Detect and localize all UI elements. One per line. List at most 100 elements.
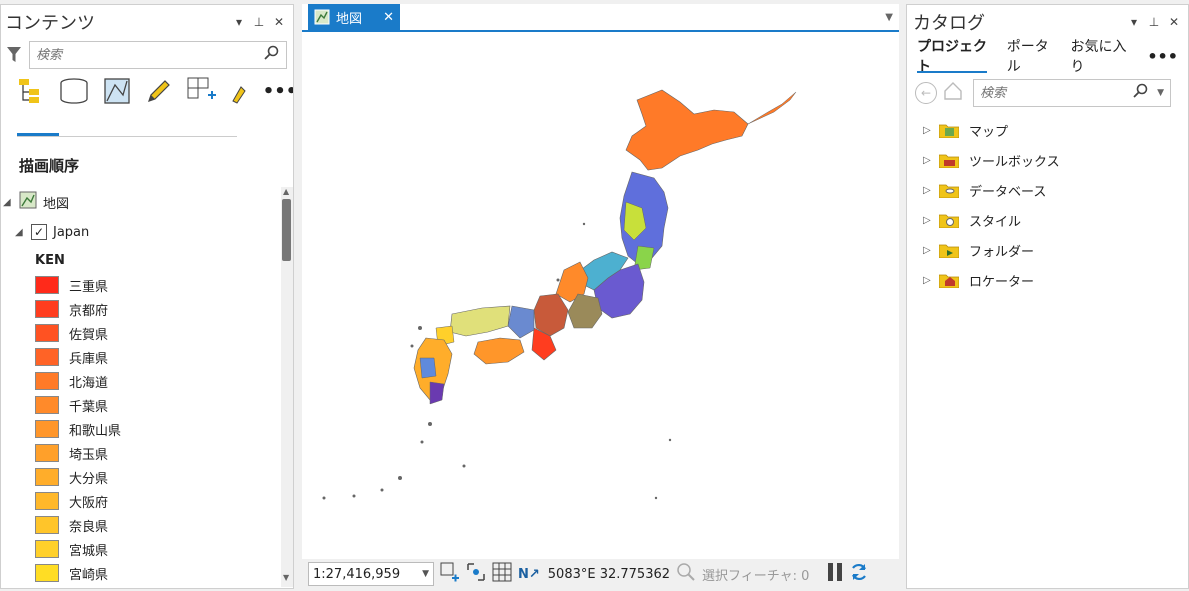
scroll-thumb[interactable] (282, 199, 291, 261)
filter-icon[interactable] (5, 47, 23, 63)
pin-icon[interactable]: ⊥ (1148, 15, 1160, 29)
legend-item[interactable]: 三重県 (1, 273, 281, 297)
legend-swatch[interactable] (35, 348, 59, 366)
close-icon[interactable]: ✕ (273, 15, 285, 29)
tab-favorites[interactable]: お気に入り (1070, 39, 1127, 75)
legend-label: 埼玉県 (69, 447, 109, 463)
search-icon[interactable] (1133, 83, 1149, 103)
legend-swatch[interactable] (35, 516, 59, 534)
map-node[interactable]: ◢ 地図 (1, 187, 281, 217)
back-icon[interactable]: ← (915, 82, 937, 104)
edit-pencil-icon[interactable] (145, 76, 173, 106)
tab-portal[interactable]: ポータル (1006, 39, 1049, 75)
catalog-item-styles[interactable]: ▷ スタイル (907, 205, 1188, 235)
catalog-item-locators[interactable]: ▷ ロケーター (907, 265, 1188, 295)
legend-swatch[interactable] (35, 564, 59, 582)
legend-swatch[interactable] (35, 444, 59, 462)
legend-item[interactable]: 佐賀県 (1, 321, 281, 345)
legend-item[interactable]: 大阪府 (1, 489, 281, 513)
expand-triangle-icon[interactable]: ▷ (923, 244, 931, 256)
expand-triangle-icon[interactable]: ▷ (923, 154, 931, 166)
layer-visibility-checkbox[interactable]: ✓ (31, 224, 47, 240)
catalog-tabs: プロジェクト ポータル お気に入り ••• (907, 39, 1188, 75)
snap-icon[interactable] (466, 562, 486, 586)
search-options-icon[interactable]: ▼ (1157, 88, 1164, 98)
catalog-item-folders[interactable]: ▷ フォルダー (907, 235, 1188, 265)
selection-icon[interactable] (103, 76, 131, 106)
legend-swatch[interactable] (35, 468, 59, 486)
legend-swatch[interactable] (35, 300, 59, 318)
search-icon[interactable] (264, 45, 280, 65)
legend-item[interactable]: 宮城県 (1, 537, 281, 561)
close-icon[interactable]: ✕ (1168, 15, 1180, 29)
labeling-icon[interactable] (231, 76, 251, 106)
contents-tree: ◢ 地図 ◢ ✓ Japan KEN 三重県 京都府佐賀県兵庫県北海道 千葉県 和歌山… (1, 187, 281, 589)
legend-swatch[interactable] (35, 372, 59, 390)
catalog-search-box[interactable]: ▼ (973, 79, 1171, 107)
scale-dropdown-icon[interactable]: ▼ (422, 569, 429, 579)
legend-item[interactable]: 北海道 (1, 369, 281, 393)
legend-label: 佐賀県 (69, 327, 109, 343)
tab-dropdown-icon[interactable]: ▼ (885, 12, 893, 23)
scale-selector[interactable]: 1:27,416,959 ▼ (308, 562, 434, 586)
expand-triangle-icon[interactable]: ▷ (923, 214, 931, 226)
legend-item[interactable]: 京都府 (1, 297, 281, 321)
legend-item[interactable]: 千葉県 (1, 393, 281, 417)
expand-triangle-icon[interactable]: ▷ (923, 184, 931, 196)
snapping-icon[interactable] (187, 76, 217, 106)
legend-item[interactable]: 埼玉県 (1, 441, 281, 465)
expand-triangle-icon[interactable]: ▷ (923, 124, 931, 136)
legend-label: 宮城県 (69, 543, 109, 559)
legend-swatch[interactable] (35, 420, 59, 438)
dropdown-icon[interactable]: ▾ (235, 15, 243, 29)
add-layer-icon[interactable] (440, 562, 460, 586)
legend-swatch[interactable] (35, 396, 59, 414)
dropdown-icon[interactable]: ▾ (1130, 15, 1138, 29)
pause-icon[interactable] (827, 562, 843, 586)
more-options-icon[interactable]: ••• (1147, 46, 1178, 66)
pin-icon[interactable]: ⊥ (253, 15, 265, 29)
legend-item[interactable]: 兵庫県 (1, 345, 281, 369)
close-tab-icon[interactable]: ✕ (383, 9, 394, 25)
legend-item[interactable]: 宮崎県 (1, 561, 281, 585)
catalog-search-input[interactable] (980, 85, 1134, 101)
legend-swatch[interactable] (35, 492, 59, 510)
tab-map[interactable]: 地図 ✕ (308, 4, 400, 30)
drawing-order-icon[interactable] (17, 76, 45, 106)
legend-label: 宮崎県 (69, 567, 109, 583)
data-source-icon[interactable] (59, 76, 89, 106)
expand-triangle-icon[interactable]: ▷ (923, 274, 931, 286)
contents-search-row (1, 39, 293, 71)
map-canvas[interactable] (302, 32, 899, 556)
legend-item[interactable]: 大分県 (1, 465, 281, 489)
maps-folder-icon (938, 122, 960, 139)
legend-swatch[interactable] (35, 588, 59, 589)
legend-swatch[interactable] (35, 324, 59, 342)
contents-scrollbar[interactable]: ▲ ▼ (281, 187, 293, 587)
catalog-item-toolboxes[interactable]: ▷ ツールボックス (907, 145, 1188, 175)
refresh-icon[interactable] (849, 562, 869, 586)
legend-item[interactable]: 奈良県 (1, 513, 281, 537)
databases-folder-icon (938, 182, 960, 199)
home-icon[interactable] (943, 81, 963, 105)
more-options-icon[interactable]: ••• (262, 80, 294, 102)
catalog-item-maps[interactable]: ▷ マップ (907, 115, 1188, 145)
collapse-triangle-icon[interactable]: ◢ (15, 226, 23, 238)
layer-node[interactable]: ◢ ✓ Japan (1, 217, 281, 247)
legend-label: 兵庫県 (69, 351, 109, 367)
catalog-item-databases[interactable]: ▷ データベース (907, 175, 1188, 205)
legend-field-name: KEN (35, 252, 65, 268)
contents-search-input[interactable] (36, 47, 264, 63)
legend-swatch[interactable] (35, 276, 59, 294)
scale-value: 1:27,416,959 (313, 566, 401, 582)
scroll-down-icon[interactable]: ▼ (283, 573, 290, 582)
legend-swatch[interactable] (35, 540, 59, 558)
scroll-up-icon[interactable]: ▲ (283, 187, 290, 196)
collapse-triangle-icon[interactable]: ◢ (3, 196, 11, 208)
contents-search-box[interactable] (29, 41, 287, 69)
legend-item[interactable]: 和歌山県 (1, 417, 281, 441)
grid-icon[interactable] (492, 562, 512, 586)
north-arrow-icon[interactable]: N↗ (518, 566, 540, 582)
tab-project[interactable]: プロジェクト (917, 39, 987, 75)
legend-item[interactable]: 宮崎県 (1, 585, 281, 589)
